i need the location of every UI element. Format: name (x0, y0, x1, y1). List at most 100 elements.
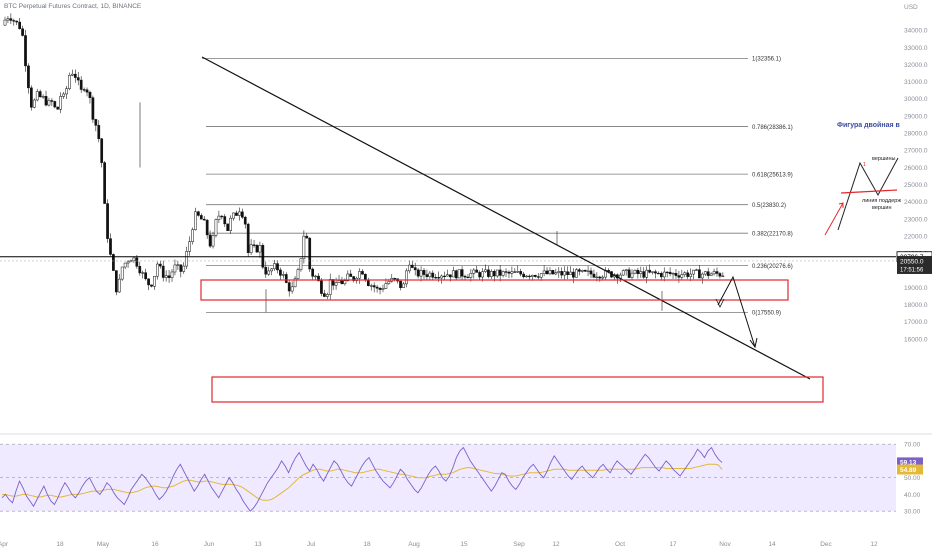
candle-body (9, 18, 13, 21)
price-axis-tick: 30000.0 (904, 96, 928, 103)
candle-body (407, 264, 411, 272)
candle-body (695, 269, 698, 271)
candle-body (161, 265, 165, 278)
breakout-arrow (824, 202, 844, 236)
candle-body (475, 269, 479, 273)
annotation-support-label-2: вершин (872, 205, 892, 211)
candle-body (557, 271, 561, 273)
candle-body (94, 119, 98, 126)
candle-body (627, 269, 631, 278)
candle-body (575, 269, 578, 278)
price-axis-tick: 25000.0 (904, 182, 928, 189)
candle-body (320, 280, 323, 294)
candle-body (179, 264, 183, 272)
candle-body (525, 275, 528, 278)
candle-body (293, 278, 297, 288)
candle-body (689, 273, 692, 277)
price-axis-tick: 27000.0 (904, 148, 928, 155)
candle-body (232, 212, 235, 219)
candle-body (630, 272, 634, 278)
neckline (840, 189, 898, 194)
candle-body (15, 20, 19, 23)
candle-body (284, 274, 288, 283)
candle-body (621, 270, 625, 276)
candle-body (478, 272, 482, 278)
price-axis-tick: 33000.0 (904, 45, 928, 52)
candle-body (176, 264, 180, 266)
candle-body (507, 271, 511, 274)
candle-body (721, 275, 725, 277)
rsi-axis-tick: 40.00 (904, 492, 921, 499)
candle-body (692, 269, 695, 275)
candle-body (457, 269, 461, 279)
candle-body (106, 203, 109, 239)
candle-body (624, 269, 628, 271)
candle-body (718, 273, 722, 277)
candle-body (44, 96, 48, 106)
price-axis-tick: 29000.0 (904, 113, 928, 120)
time-axis[interactable]: Apr 18 May 16 Jun 13 Jul 18 Aug 15 Sep 12 Oct 17 Nov 14… (0, 541, 878, 548)
candle-body (88, 91, 92, 98)
candle-body (205, 219, 209, 236)
candle-body (150, 284, 153, 287)
candle-body (349, 273, 353, 277)
fib-retracement[interactable]: 1(32356.1) 0.786(28386.1) 0.618(25613.9) 0.… (202, 57, 793, 317)
candle-body (542, 270, 546, 274)
candle-body (577, 269, 581, 272)
fib-label: 1(32356.1) (752, 57, 781, 63)
annotation-peaks-label: вершины (872, 156, 895, 162)
time-axis-tick: 18 (363, 541, 371, 548)
candle-body (366, 279, 370, 286)
rsi-line (1, 446, 723, 512)
candle-body (273, 263, 276, 270)
drawings-layer[interactable] (0, 56, 896, 403)
pattern-annotation: Фигура двойная в 1 вершины линия поддержвер… (824, 121, 901, 236)
candle-body (328, 279, 332, 295)
candlestick-series (3, 13, 725, 313)
fib-label: 0.382(22170.8) (752, 231, 793, 237)
time-axis-tick: Apr (0, 541, 9, 548)
candle-body (264, 266, 268, 275)
small-arrow (715, 298, 725, 308)
candle-body (583, 269, 587, 272)
candle-body (325, 294, 329, 297)
candle-body (425, 274, 429, 277)
candle-body (141, 272, 145, 274)
candle-body (566, 271, 569, 275)
price-axis-tick: 34000.0 (904, 28, 928, 35)
candle-body (18, 21, 21, 29)
candle-body (431, 272, 435, 278)
candle-body (361, 271, 364, 275)
candle-body (68, 75, 71, 89)
candle-body (299, 258, 303, 270)
candle-body (147, 278, 150, 286)
candle-body (375, 286, 379, 289)
candle-body (223, 216, 227, 225)
time-axis-tick: Jun (204, 541, 215, 548)
candle-body (548, 270, 552, 275)
candle-body (490, 271, 493, 277)
rsi-value-tag (897, 457, 923, 468)
candle-body (91, 97, 95, 120)
candle-body (229, 217, 232, 231)
candle-body (170, 271, 174, 278)
candle-body (173, 264, 177, 273)
candle-body (296, 269, 300, 279)
rsi-axis-tick: 30.00 (904, 509, 921, 516)
candle-body (648, 269, 651, 273)
candle-body (686, 272, 690, 277)
candle-body (589, 270, 593, 275)
candle-body (337, 280, 341, 283)
candle-body (59, 96, 63, 110)
candle-body (85, 89, 89, 93)
price-axis-tick: 26000.0 (904, 165, 928, 172)
candle-body (595, 276, 599, 279)
candle-body (364, 273, 367, 281)
candle-body (671, 273, 675, 275)
candle-body (651, 271, 654, 273)
price-axis-tick: 16000.0 (904, 336, 928, 343)
candle-body (282, 274, 285, 276)
price-axis-tick: 17000.0 (904, 319, 928, 326)
